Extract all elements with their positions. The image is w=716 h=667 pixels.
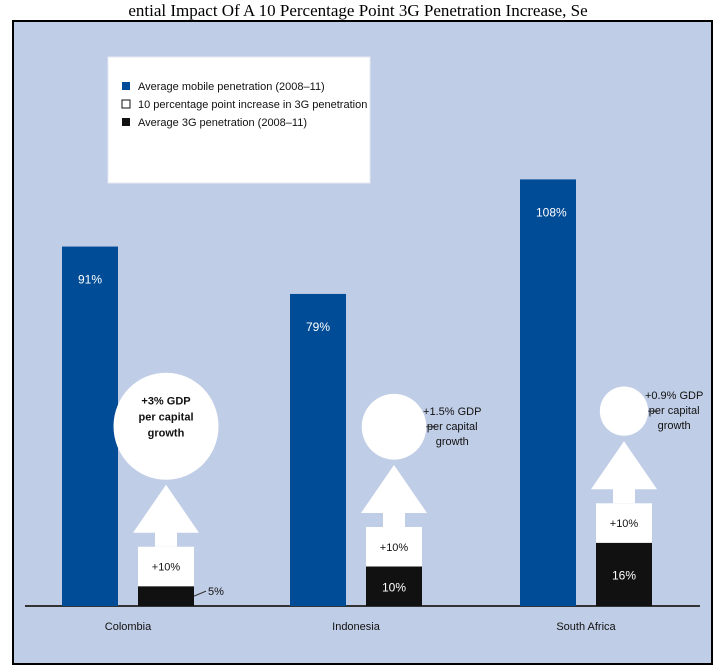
bar-mobile-2: [520, 179, 576, 606]
growth-arrow-0: [133, 484, 199, 547]
bar-mobile-0: [62, 246, 118, 607]
bar-increase-label-2: +10%: [610, 518, 639, 530]
bar-mobile-label-1: 79%: [306, 320, 330, 334]
bar-3g-label-1: 10%: [382, 580, 406, 594]
bar-mobile-label-2: 108%: [536, 205, 567, 219]
bar-3g-label-2: 16%: [612, 568, 636, 582]
legend-swatch-2: [122, 118, 130, 126]
legend-box: [107, 56, 371, 184]
growth-arrow-1: [361, 465, 427, 527]
x-tick-label-0: Colombia: [105, 621, 152, 633]
bar-mobile-1: [290, 293, 346, 606]
x-tick-label-2: South Africa: [556, 621, 616, 633]
legend-label-2: Average 3G penetration (2008–11): [138, 117, 307, 129]
bar-increase-2: [596, 503, 652, 543]
growth-arrow-2: [591, 441, 657, 504]
gdp-circle-1: [361, 393, 427, 460]
bar-3g-1: [366, 566, 422, 606]
bar-increase-label-0: +10%: [152, 562, 181, 574]
legend-label-0: Average mobile penetration (2008–11): [138, 81, 325, 93]
legend-swatch-1: [121, 99, 131, 109]
bar-3g-callout-0: [193, 590, 207, 597]
bar-increase-1: [366, 527, 422, 567]
bar-mobile-label-0: 91%: [78, 273, 102, 287]
bar-3g-label-0: 5%: [208, 586, 224, 598]
legend-swatch-0: [122, 82, 130, 90]
gdp-annotation-2-2: growth: [658, 420, 691, 432]
x-tick-label-1: Indonesia: [332, 621, 381, 633]
gdp-annotation-2-1: per capital: [649, 405, 700, 417]
bar-increase-label-1: +10%: [380, 542, 409, 554]
legend-label-1: 10 percentage point increase in 3G penet…: [138, 99, 367, 111]
gdp-annotation-1-0: +1.5% GDP: [423, 406, 481, 418]
gdp-annotation-2-0: +0.9% GDP: [645, 390, 703, 402]
gdp-circle-0: [113, 372, 219, 480]
bar-increase-0: [138, 546, 194, 587]
gdp-annotation-1-2: growth: [436, 436, 469, 448]
gdp-annotation-1-1: per capital: [427, 421, 478, 433]
gdp-annotation-0-0: +3% GDP: [141, 395, 190, 407]
bar-3g-2: [596, 542, 652, 606]
gdp-annotation-0-1: per capital: [138, 411, 193, 423]
gdp-annotation-0-2: growth: [148, 427, 185, 439]
gdp-circle-2: [599, 386, 649, 436]
page-title: ential Impact Of A 10 Percentage Point 3…: [128, 1, 588, 20]
bar-3g-0: [138, 586, 194, 606]
